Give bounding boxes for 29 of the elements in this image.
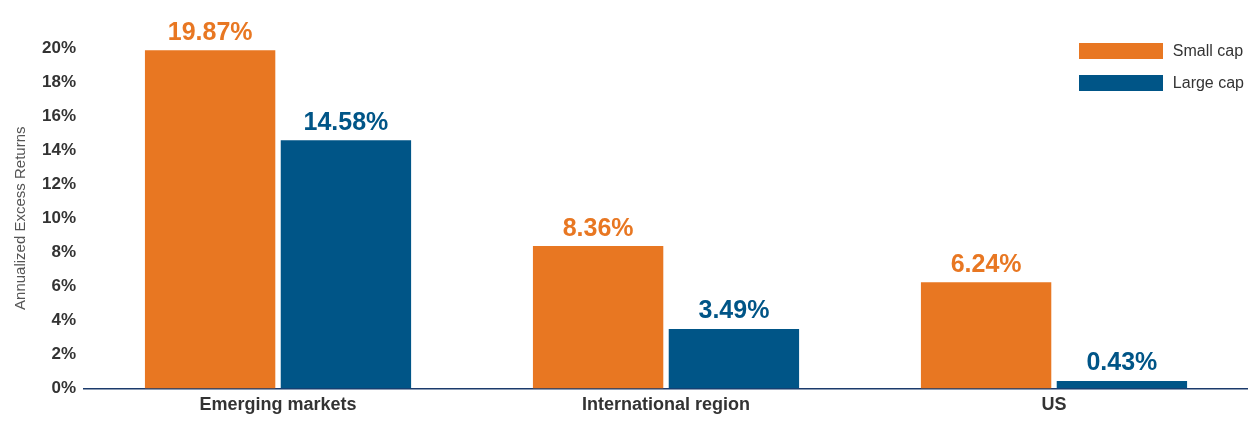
bar (280, 140, 412, 389)
y-tick-label: 20% (41, 37, 77, 57)
data-label: 3.49% (698, 295, 770, 324)
y-tick-label: 12% (41, 173, 77, 193)
y-tick-label: 4% (51, 310, 77, 330)
data-label: 19.87% (167, 16, 253, 45)
y-axis-title: Annualized Excess Returns (11, 126, 29, 310)
bar (668, 329, 800, 389)
bar (532, 246, 664, 389)
data-label: 6.24% (950, 248, 1022, 277)
bar (144, 50, 276, 389)
x-tick-label: Emerging markets (199, 394, 357, 415)
y-tick-label: 2% (51, 344, 77, 364)
y-tick-label: 16% (41, 105, 77, 125)
data-label: 0.43% (1086, 347, 1158, 376)
text: Large cap (1172, 74, 1244, 92)
text: Small cap (1172, 42, 1244, 60)
data-label: 14.58% (303, 106, 389, 135)
data-label: 8.36% (562, 212, 634, 241)
x-tick-label: International region (582, 394, 751, 415)
x-tick-label: US (1041, 394, 1067, 415)
y-tick-label: 14% (41, 139, 77, 159)
bar (1056, 381, 1188, 389)
y-tick-label: 6% (51, 275, 77, 295)
bar (920, 282, 1052, 389)
y-tick-label: 18% (41, 71, 77, 91)
y-tick-label: 10% (41, 207, 77, 227)
y-tick-label: 8% (51, 241, 77, 261)
y-tick-label: 0% (51, 378, 77, 398)
